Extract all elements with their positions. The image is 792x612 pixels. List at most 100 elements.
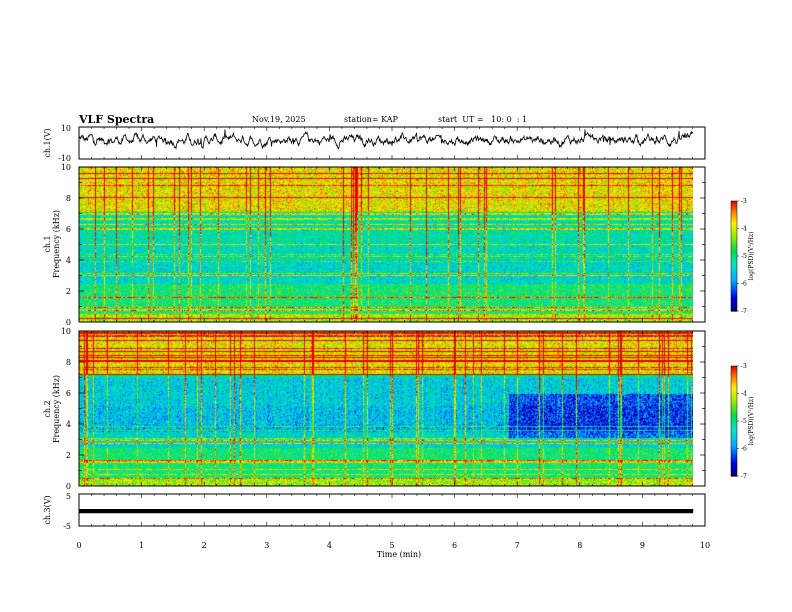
- freq-ytick-label: 6: [66, 389, 71, 398]
- colorbar-cell: [731, 270, 737, 272]
- freq-ytick-label: 4: [66, 420, 71, 429]
- colorbar-tick-label: -7: [741, 308, 747, 315]
- colorbar-cell: [731, 285, 737, 287]
- colorbar-cell: [731, 442, 737, 444]
- colorbar-cell: [731, 376, 737, 378]
- colorbar-cell: [731, 386, 737, 388]
- colorbar-cell: [731, 461, 737, 463]
- colorbar-cell: [731, 241, 737, 243]
- colorbar-cell: [731, 415, 737, 417]
- colorbar-cell: [731, 472, 737, 474]
- freq-ytick-label: 10: [61, 327, 71, 336]
- colorbar-cell: [731, 307, 737, 309]
- colorbar-cell: [731, 256, 737, 258]
- colorbar-cell: [731, 396, 737, 398]
- colorbar-cell: [731, 431, 737, 433]
- time-tick-label: 6: [452, 541, 457, 550]
- colorbar-cell: [731, 400, 737, 402]
- colorbar-cell: [731, 423, 737, 425]
- colorbar-cell: [731, 447, 737, 449]
- colorbar-cell: [731, 261, 737, 263]
- colorbar-cell: [731, 465, 737, 467]
- colorbar-cell: [731, 379, 737, 381]
- colorbar-cell: [731, 413, 737, 415]
- ch2-frequency-axis: 0 2 4 6 8 10: [61, 327, 706, 491]
- colorbar-cell: [731, 298, 737, 300]
- colorbar-cell: [731, 464, 737, 466]
- colorbar-cell: [731, 299, 737, 301]
- freq-ytick-label: 0: [66, 318, 71, 327]
- colorbar-cell: [731, 444, 737, 446]
- colorbar-cell: [731, 453, 737, 455]
- colorbar-cell: [731, 302, 737, 304]
- time-tick-label: 4: [327, 541, 332, 550]
- colorbar-cell: [731, 470, 737, 472]
- colorbar-cell: [731, 223, 737, 225]
- colorbar-cell: [731, 390, 737, 392]
- colorbar-cell: [731, 305, 737, 307]
- colorbar-label: log(PSD)(V²/Hz): [748, 232, 755, 281]
- colorbar-cell: [731, 239, 737, 241]
- colorbar-cell: [731, 273, 737, 275]
- freq-ytick-label: 6: [66, 225, 71, 234]
- colorbar-cell: [731, 452, 737, 454]
- colorbar-cell: [731, 275, 737, 277]
- colorbar-cell: [731, 426, 737, 428]
- colorbar-cell: [731, 243, 737, 245]
- colorbar-cell: [731, 222, 737, 224]
- colorbar-cell: [731, 369, 737, 371]
- colorbar-cell: [731, 411, 737, 413]
- colorbar-cell: [731, 469, 737, 471]
- start-time-label: start UT = 10: 0 : 1: [438, 115, 528, 124]
- colorbar-cell: [731, 440, 737, 442]
- colorbar-cell: [731, 274, 737, 276]
- colorbar-cell: [731, 374, 737, 376]
- ch1-frequency-axis: 0 2 4 6 8 10: [61, 163, 706, 327]
- colorbar-cell: [731, 221, 737, 223]
- station-label: station= KAP: [344, 115, 398, 124]
- colorbar-cell: [731, 220, 737, 222]
- ch3-ytick-bottom: -5: [63, 522, 71, 531]
- colorbar-cell: [731, 419, 737, 421]
- colorbar-cell: [731, 265, 737, 267]
- colorbar-cell: [731, 382, 737, 384]
- colorbar-cell: [731, 378, 737, 380]
- colorbar-cell: [731, 421, 737, 423]
- time-axis: 0 1 2 3 4 5 6 7 8 9 10: [76, 541, 710, 550]
- time-tick-label: 9: [640, 541, 645, 550]
- colorbar-cell: [731, 205, 737, 207]
- colorbar-tick-label: -7: [741, 473, 747, 480]
- colorbar-cell: [731, 257, 737, 259]
- colorbar-cell: [731, 201, 737, 203]
- colorbar-cell: [731, 225, 737, 227]
- colorbar-cell: [731, 292, 737, 294]
- colorbar-cell: [731, 248, 737, 250]
- freq-ytick-label: 10: [61, 163, 71, 172]
- colorbar-cell: [731, 266, 737, 268]
- colorbar-cell: [731, 409, 737, 411]
- colorbar-cell: [731, 216, 737, 218]
- colorbar-cell: [731, 366, 737, 368]
- colorbar-cell: [731, 416, 737, 418]
- colorbar-cell: [731, 387, 737, 389]
- colorbar-cell: [731, 240, 737, 242]
- colorbar-cell: [731, 252, 737, 254]
- colorbar-cell: [731, 269, 737, 271]
- colorbar-cell: [731, 402, 737, 404]
- colorbar-cell: [731, 244, 737, 246]
- colorbar-cell: [731, 399, 737, 401]
- colorbar-cell: [731, 372, 737, 374]
- date-label: Nov.19, 2025: [252, 115, 306, 124]
- colorbar-cell: [731, 224, 737, 226]
- colorbar-cell: [731, 209, 737, 211]
- colorbar-cell: [731, 254, 737, 256]
- colorbar-cell: [731, 214, 737, 216]
- colorbar-cell: [731, 468, 737, 470]
- colorbar-cell: [731, 289, 737, 291]
- colorbar-cell: [731, 233, 737, 235]
- colorbar-cell: [731, 231, 737, 233]
- colorbar-cell: [731, 263, 737, 265]
- colorbar-cell: [731, 234, 737, 236]
- colorbar-cell: [731, 433, 737, 435]
